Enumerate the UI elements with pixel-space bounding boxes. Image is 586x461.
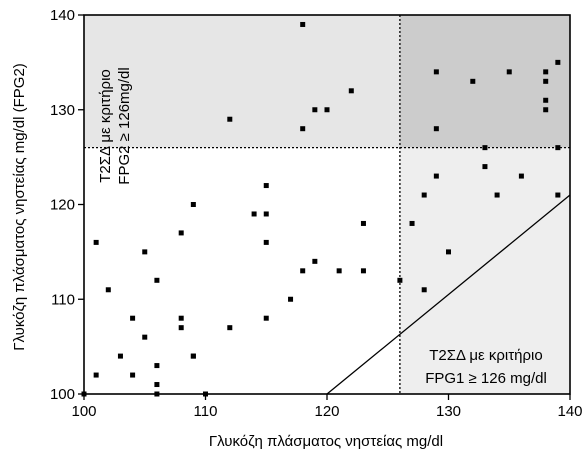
data-point bbox=[482, 145, 488, 151]
data-point bbox=[482, 164, 488, 170]
data-point bbox=[190, 202, 196, 207]
data-point bbox=[518, 173, 524, 179]
data-point bbox=[421, 192, 427, 198]
data-point bbox=[360, 268, 366, 274]
data-point bbox=[154, 277, 160, 283]
data-point bbox=[300, 21, 306, 27]
data-point bbox=[178, 230, 184, 236]
data-point bbox=[555, 145, 561, 151]
data-point bbox=[336, 268, 342, 274]
data-point bbox=[543, 107, 549, 113]
diagonal-line-group bbox=[326, 194, 571, 395]
data-point bbox=[506, 69, 512, 75]
y-tick-label: 110 bbox=[51, 291, 75, 308]
x-tick-label: 110 bbox=[194, 403, 218, 420]
fpg1-annotation-line1: Τ2ΣΔ με κριτήριο bbox=[429, 347, 542, 364]
data-point bbox=[433, 69, 439, 75]
data-point bbox=[312, 107, 318, 113]
data-point bbox=[446, 249, 451, 255]
x-axis-label: Γλυκόζη πλάσματος νηστείας mg/dl bbox=[209, 433, 443, 450]
y-tick-label: 130 bbox=[50, 102, 75, 119]
threshold-regions bbox=[84, 15, 570, 394]
data-point bbox=[433, 173, 439, 179]
data-point bbox=[348, 88, 354, 94]
data-point bbox=[421, 287, 427, 293]
fpg2-annotation: Τ2ΣΔ με κριτήριο FPG2 ≥ 126mg/dl bbox=[97, 67, 133, 184]
data-point bbox=[130, 372, 136, 378]
data-point bbox=[93, 372, 99, 378]
diagonal-line bbox=[326, 194, 571, 395]
data-point bbox=[543, 97, 549, 103]
x-tick-label: 130 bbox=[436, 403, 461, 420]
axis-ticks: 100 110 120 130 140 100 110 120 130 140 bbox=[50, 7, 583, 420]
data-point bbox=[142, 334, 148, 340]
data-point bbox=[227, 325, 233, 331]
data-point bbox=[555, 192, 561, 198]
data-point bbox=[300, 268, 306, 274]
y-axis-label: Γλυκόζη πλάσματος νηστείας mg/dl (FPG2) bbox=[11, 63, 28, 351]
data-point bbox=[555, 59, 561, 65]
y-tick-label: 100 bbox=[50, 386, 75, 403]
region-both bbox=[399, 15, 570, 148]
data-point bbox=[433, 126, 439, 132]
data-point bbox=[251, 211, 257, 217]
data-point bbox=[543, 78, 549, 84]
data-point bbox=[494, 192, 500, 198]
data-point bbox=[178, 315, 184, 321]
data-point bbox=[154, 363, 160, 369]
region-fpg1-only bbox=[399, 147, 570, 394]
data-point bbox=[263, 183, 269, 189]
fpg2-annotation-line2: FPG2 ≥ 126mg/dl bbox=[116, 67, 133, 184]
data-point bbox=[543, 69, 549, 75]
fpg1-annotation-line2: FPG1 ≥ 126 mg/dl bbox=[425, 370, 547, 387]
fpg2-annotation-line1: Τ2ΣΔ με κριτήριο bbox=[97, 69, 114, 182]
data-point bbox=[190, 353, 196, 359]
data-point bbox=[324, 107, 330, 113]
data-point bbox=[130, 315, 136, 321]
data-point bbox=[142, 249, 148, 255]
data-point bbox=[178, 325, 184, 331]
data-point bbox=[263, 239, 269, 245]
data-point bbox=[227, 116, 233, 122]
data-point bbox=[312, 258, 318, 264]
x-tick-label: 120 bbox=[314, 403, 339, 420]
x-tick-label: 140 bbox=[557, 403, 582, 420]
data-point bbox=[263, 315, 269, 321]
data-point bbox=[105, 287, 111, 293]
data-point bbox=[117, 353, 123, 359]
threshold-lines bbox=[84, 15, 570, 394]
data-point bbox=[470, 78, 476, 84]
data-point bbox=[154, 382, 160, 388]
data-point bbox=[397, 277, 403, 283]
data-point bbox=[263, 211, 269, 217]
x-tick-label: 100 bbox=[71, 403, 96, 420]
y-tick-label: 140 bbox=[50, 7, 75, 24]
data-point bbox=[93, 239, 99, 245]
data-point bbox=[409, 220, 415, 226]
data-point bbox=[300, 126, 306, 132]
y-tick-label: 120 bbox=[50, 197, 75, 214]
data-point bbox=[288, 296, 294, 302]
data-point bbox=[360, 220, 366, 226]
region-fpg2-only bbox=[84, 15, 400, 148]
